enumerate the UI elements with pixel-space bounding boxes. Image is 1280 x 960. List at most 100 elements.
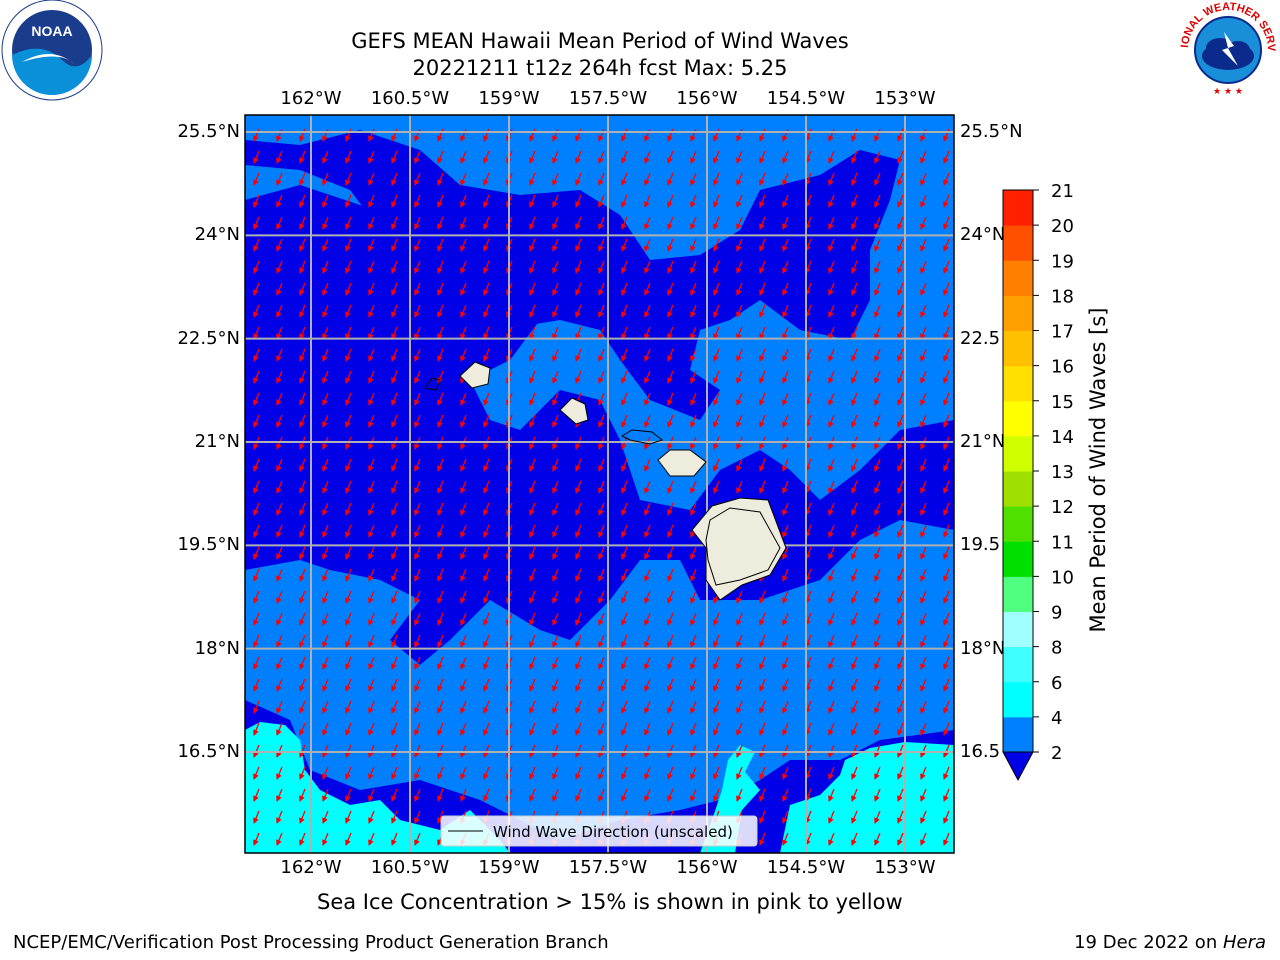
wind-arrow — [529, 788, 536, 802]
wind-arrow — [460, 392, 467, 406]
wind-arrow — [598, 414, 605, 428]
field-below-2-south — [245, 700, 954, 853]
wind-arrow — [552, 172, 559, 186]
wind-arrow — [575, 722, 582, 736]
wind-arrow — [552, 590, 559, 604]
wind-arrow — [460, 590, 467, 604]
wind-arrow — [644, 590, 651, 604]
wind-arrow — [391, 150, 398, 164]
wind-arrow — [920, 150, 927, 164]
wind-arrow — [253, 634, 260, 648]
wind-arrow — [460, 194, 467, 208]
wind-arrow — [276, 590, 283, 604]
wind-arrow — [598, 612, 605, 626]
wind-arrow — [529, 678, 536, 692]
wind-arrow — [575, 348, 582, 362]
wind-arrow — [529, 304, 536, 318]
wind-arrow — [874, 788, 881, 802]
wind-arrow — [437, 414, 444, 428]
wind-arrow — [621, 722, 628, 736]
wind-arrow — [253, 458, 260, 472]
wind-arrow — [621, 700, 628, 714]
wind-arrow — [621, 480, 628, 494]
wind-arrow — [276, 172, 283, 186]
wind-arrow — [667, 788, 674, 802]
wind-arrow — [874, 810, 881, 824]
wind-arrow — [943, 172, 950, 186]
wind-arrow — [391, 700, 398, 714]
wind-arrow — [851, 524, 858, 538]
wind-arrow — [391, 348, 398, 362]
wind-arrow — [851, 172, 858, 186]
wind-arrow — [736, 590, 743, 604]
wind-arrow — [690, 150, 697, 164]
wind-arrow — [345, 832, 352, 846]
wind-arrow — [897, 502, 904, 516]
wind-arrow — [782, 612, 789, 626]
wind-arrow — [851, 150, 858, 164]
wind-arrow — [575, 480, 582, 494]
colorbar-band — [1003, 400, 1033, 437]
wind-arrow — [644, 326, 651, 340]
wind-arrow — [368, 480, 375, 494]
wind-arrow — [621, 458, 628, 472]
wind-arrow — [345, 546, 352, 560]
wind-arrow — [345, 502, 352, 516]
wind-arrow — [736, 172, 743, 186]
wind-arrow — [943, 700, 950, 714]
wind-arrow — [437, 392, 444, 406]
wind-arrow — [874, 216, 881, 230]
wind-arrow — [322, 612, 329, 626]
wind-arrow — [667, 172, 674, 186]
wind-arrow — [943, 568, 950, 582]
wind-arrow — [276, 524, 283, 538]
colorbar-band — [1003, 646, 1033, 683]
wind-arrow — [920, 370, 927, 384]
wind-arrow — [736, 392, 743, 406]
wind-arrow — [598, 458, 605, 472]
wind-arrow — [851, 370, 858, 384]
wind-arrow — [253, 392, 260, 406]
wind-arrow — [782, 326, 789, 340]
wind-arrow — [299, 326, 306, 340]
wind-arrow — [598, 656, 605, 670]
wind-arrow — [644, 458, 651, 472]
wind-arrow — [345, 392, 352, 406]
wind-arrow — [391, 766, 398, 780]
wind-arrow — [483, 348, 490, 362]
island-oahu — [559, 397, 589, 425]
wind-arrow — [483, 194, 490, 208]
wind-arrow — [414, 326, 421, 340]
wind-arrow — [759, 150, 766, 164]
wind-arrow — [621, 348, 628, 362]
colorbar-tick-label: 16 — [1051, 357, 1074, 378]
wind-arrow — [920, 480, 927, 494]
wind-arrow — [644, 260, 651, 274]
wind-arrow — [874, 348, 881, 362]
wind-arrow — [552, 458, 559, 472]
wind-arrow — [897, 304, 904, 318]
wind-arrow — [299, 414, 306, 428]
wind-arrow — [598, 568, 605, 582]
wind-arrow — [299, 260, 306, 274]
wind-arrow — [368, 216, 375, 230]
wind-arrow — [828, 216, 835, 230]
wind-arrow — [851, 810, 858, 824]
wind-arrow — [391, 524, 398, 538]
wind-arrow — [391, 238, 398, 252]
colorbar-tick-label: 18 — [1051, 286, 1074, 307]
wind-arrow — [368, 832, 375, 846]
wind-arrow — [276, 722, 283, 736]
wind-arrow — [391, 392, 398, 406]
wind-arrow — [920, 282, 927, 296]
wind-arrow — [529, 700, 536, 714]
wind-arrow — [598, 722, 605, 736]
wind-arrow — [299, 392, 306, 406]
wind-arrow — [391, 480, 398, 494]
wind-arrow — [391, 832, 398, 846]
wind-arrow — [253, 524, 260, 538]
wind-arrow — [414, 414, 421, 428]
wind-arrow — [460, 282, 467, 296]
wind-arrow — [667, 524, 674, 538]
wind-arrow — [575, 568, 582, 582]
